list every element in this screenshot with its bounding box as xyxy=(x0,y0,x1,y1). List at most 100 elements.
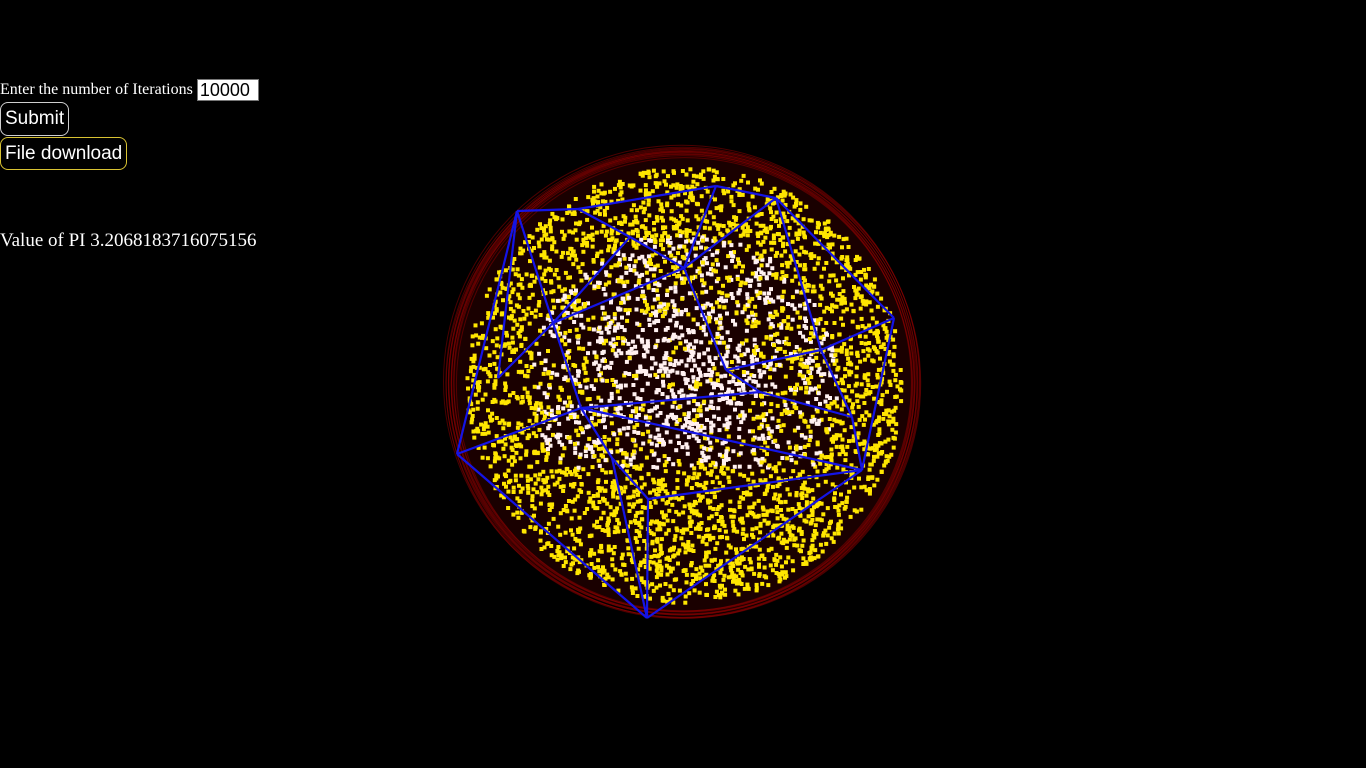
sample-point xyxy=(832,399,837,404)
sample-point xyxy=(876,367,881,372)
sample-point xyxy=(660,595,665,600)
file-download-button[interactable]: File download xyxy=(0,137,128,170)
sample-point xyxy=(656,319,661,323)
sample-point xyxy=(502,421,507,426)
sample-point xyxy=(855,254,859,259)
sample-point xyxy=(674,495,679,500)
sample-point xyxy=(733,407,737,412)
sample-point xyxy=(637,523,642,527)
iterations-input[interactable] xyxy=(196,79,259,101)
sample-point xyxy=(738,401,743,406)
sample-point xyxy=(735,346,740,351)
sample-point xyxy=(643,183,648,188)
sample-point xyxy=(661,442,666,447)
sample-point xyxy=(863,375,868,380)
sample-point xyxy=(767,271,772,276)
sample-point xyxy=(798,263,803,268)
sample-point xyxy=(580,427,584,432)
submit-button[interactable]: Submit xyxy=(0,102,70,136)
sample-point xyxy=(661,225,665,230)
sample-point xyxy=(567,408,572,413)
sample-point xyxy=(681,393,686,398)
sample-point xyxy=(830,423,835,428)
sample-point xyxy=(684,339,688,344)
sample-point xyxy=(772,343,776,348)
sample-point xyxy=(832,497,837,502)
sample-point xyxy=(775,558,780,563)
sample-point xyxy=(814,407,819,412)
pi-result-value: 3.2068183716075156 xyxy=(90,230,257,251)
sample-point xyxy=(469,365,474,370)
sample-point xyxy=(823,455,828,460)
sample-point xyxy=(656,388,661,393)
sample-point xyxy=(466,386,470,391)
sample-point xyxy=(803,278,807,283)
sample-point xyxy=(817,418,822,423)
sample-point xyxy=(719,567,724,571)
sample-point xyxy=(808,550,813,555)
sample-point xyxy=(707,359,712,364)
sample-point xyxy=(762,291,767,296)
sample-point xyxy=(507,294,512,299)
sample-point xyxy=(680,169,685,173)
sample-point xyxy=(644,188,648,193)
sample-point xyxy=(495,355,500,360)
sample-point xyxy=(775,339,780,344)
sample-point xyxy=(741,439,746,444)
sample-point xyxy=(683,430,688,435)
sample-point xyxy=(834,278,839,283)
sample-point xyxy=(616,529,621,534)
sample-point xyxy=(623,371,628,376)
sample-point xyxy=(679,309,684,314)
sample-point xyxy=(725,425,730,430)
sample-point xyxy=(808,429,813,434)
sample-point xyxy=(742,537,746,542)
sample-point xyxy=(609,450,614,455)
sample-point xyxy=(824,462,829,467)
sample-point xyxy=(498,324,503,329)
sample-point xyxy=(780,211,785,216)
sample-point xyxy=(783,374,788,379)
sample-point xyxy=(808,555,813,560)
sample-point xyxy=(845,262,850,266)
sample-point xyxy=(638,447,643,452)
sample-point xyxy=(862,439,867,444)
sample-point xyxy=(691,231,696,236)
sample-point xyxy=(588,553,593,558)
sample-point xyxy=(690,195,695,200)
sample-point xyxy=(714,206,719,211)
sample-point xyxy=(799,245,804,250)
sample-point xyxy=(637,520,642,525)
sample-point xyxy=(501,495,506,500)
sample-point xyxy=(608,218,613,223)
sample-point xyxy=(678,184,683,188)
sample-point xyxy=(684,199,689,204)
sample-point xyxy=(768,367,773,372)
sample-point xyxy=(751,401,756,406)
sample-point xyxy=(742,307,747,312)
sample-point xyxy=(727,415,732,420)
sample-point xyxy=(693,384,698,389)
sample-point xyxy=(658,301,663,306)
sample-point xyxy=(716,262,720,267)
sample-point xyxy=(684,231,689,235)
sample-point xyxy=(618,431,623,436)
sample-point xyxy=(812,529,817,533)
sample-point xyxy=(587,436,592,441)
sample-point xyxy=(548,268,553,273)
monte-carlo-sphere[interactable] xyxy=(440,140,926,626)
sample-point xyxy=(576,369,581,374)
sample-point xyxy=(812,303,817,307)
sample-point xyxy=(514,450,519,455)
sample-point xyxy=(493,451,498,456)
sample-point xyxy=(748,283,753,288)
sample-point xyxy=(826,465,831,470)
sample-point xyxy=(745,321,750,326)
sample-point xyxy=(738,233,743,238)
sample-point xyxy=(840,295,845,300)
sample-point xyxy=(650,582,655,587)
sample-point xyxy=(559,556,564,561)
sample-point xyxy=(518,456,523,461)
sample-point xyxy=(772,186,777,191)
sample-point xyxy=(568,400,573,405)
